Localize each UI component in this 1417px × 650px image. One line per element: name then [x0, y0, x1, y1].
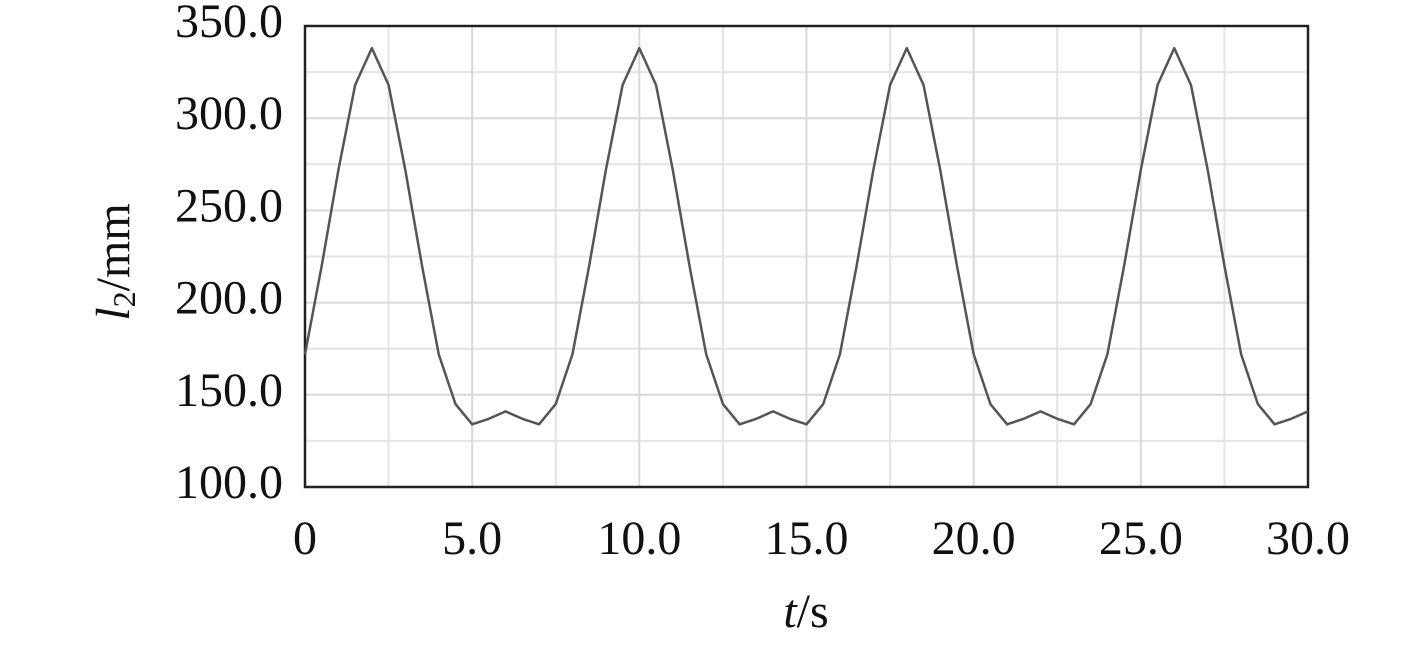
x-tick-label: 5.0 [442, 512, 502, 565]
x-tick-label: 0 [293, 512, 317, 565]
y-label-symbol: l [87, 307, 140, 320]
x-tick-label: 10.0 [597, 512, 681, 565]
y-label-subscript: 2 [106, 291, 142, 307]
x-label-symbol: t [783, 585, 798, 638]
x-axis-label: t/s [783, 585, 828, 638]
x-label-unit: /s [797, 585, 829, 638]
y-axis-label: l2/mm [87, 203, 142, 320]
y-tick-label: 150.0 [175, 364, 283, 417]
x-tick-label: 15.0 [765, 512, 849, 565]
y-tick-label: 250.0 [175, 179, 283, 232]
y-tick-label: 200.0 [175, 272, 283, 325]
y-tick-label: 350.0 [175, 0, 283, 48]
x-tick-label: 30.0 [1266, 512, 1350, 565]
plot-frame [303, 24, 1310, 489]
y-tick-label: 300.0 [175, 87, 283, 140]
y-tick-label: 100.0 [175, 456, 283, 509]
y-label-unit: /mm [87, 203, 140, 291]
x-tick-label: 25.0 [1099, 512, 1183, 565]
x-tick-label: 20.0 [932, 512, 1016, 565]
data-line [303, 46, 1309, 426]
